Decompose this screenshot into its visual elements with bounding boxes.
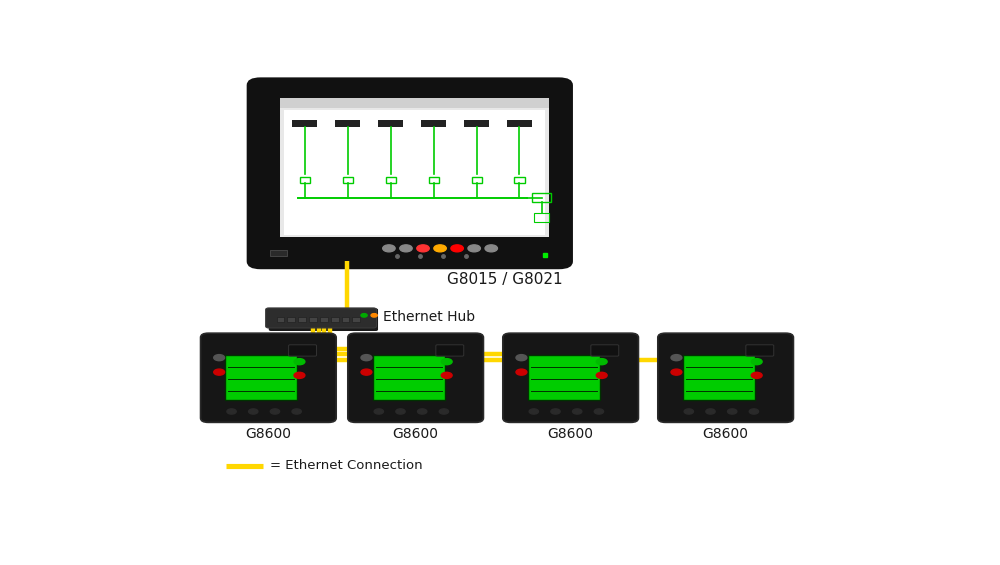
Circle shape (671, 355, 682, 360)
Circle shape (751, 359, 762, 365)
Circle shape (439, 409, 449, 414)
Circle shape (451, 245, 463, 252)
Circle shape (294, 359, 305, 365)
FancyBboxPatch shape (378, 120, 403, 127)
Circle shape (573, 409, 582, 414)
Bar (298, 317, 306, 322)
Circle shape (227, 409, 236, 414)
FancyBboxPatch shape (464, 120, 489, 127)
Bar (343, 177, 353, 183)
Circle shape (596, 359, 607, 365)
Bar (514, 177, 525, 183)
FancyBboxPatch shape (266, 308, 376, 328)
Circle shape (361, 369, 372, 375)
Circle shape (551, 409, 560, 414)
Circle shape (529, 409, 538, 414)
Circle shape (292, 409, 301, 414)
Circle shape (516, 369, 527, 375)
Bar (683, 355, 755, 401)
FancyBboxPatch shape (335, 120, 360, 127)
Bar (300, 177, 310, 183)
Text: G8015 / G8021: G8015 / G8021 (447, 272, 563, 287)
FancyBboxPatch shape (591, 345, 619, 356)
Bar (331, 317, 339, 322)
Circle shape (728, 409, 737, 414)
FancyBboxPatch shape (289, 345, 317, 356)
Circle shape (249, 409, 258, 414)
Circle shape (417, 245, 429, 252)
FancyBboxPatch shape (348, 333, 483, 423)
Circle shape (434, 245, 446, 252)
FancyBboxPatch shape (746, 345, 774, 356)
Circle shape (374, 409, 383, 414)
Circle shape (594, 409, 604, 414)
Bar (532, 193, 551, 202)
Text: G8600: G8600 (703, 427, 749, 441)
Circle shape (468, 245, 480, 252)
Bar (280, 98, 549, 237)
Circle shape (516, 355, 527, 360)
Circle shape (214, 355, 225, 360)
Circle shape (214, 369, 225, 375)
Circle shape (441, 372, 452, 379)
Text: G8600: G8600 (393, 427, 439, 441)
Bar (534, 213, 549, 221)
Text: Ethernet Hub: Ethernet Hub (383, 310, 475, 324)
FancyBboxPatch shape (247, 77, 573, 270)
Bar (342, 317, 349, 322)
Circle shape (596, 372, 607, 379)
Circle shape (361, 355, 372, 360)
FancyBboxPatch shape (201, 333, 336, 423)
FancyBboxPatch shape (503, 333, 638, 423)
Bar (277, 317, 284, 322)
Circle shape (294, 372, 305, 379)
Circle shape (270, 409, 280, 414)
Circle shape (706, 409, 715, 414)
Bar (528, 355, 600, 401)
Circle shape (671, 369, 682, 375)
Bar (287, 317, 295, 322)
Bar (225, 355, 297, 401)
FancyBboxPatch shape (292, 120, 317, 127)
FancyBboxPatch shape (421, 120, 446, 127)
Bar (309, 317, 317, 322)
Bar (352, 317, 360, 322)
FancyBboxPatch shape (658, 333, 793, 423)
Circle shape (400, 245, 412, 252)
Circle shape (383, 245, 395, 252)
Text: = Ethernet Connection: = Ethernet Connection (270, 459, 423, 472)
Circle shape (485, 245, 497, 252)
Circle shape (361, 314, 367, 317)
Text: G8600: G8600 (548, 427, 594, 441)
Circle shape (396, 409, 405, 414)
Circle shape (371, 314, 377, 317)
Text: G8600: G8600 (245, 427, 291, 441)
Bar (373, 355, 445, 401)
Bar (270, 250, 287, 256)
Bar (472, 177, 482, 183)
FancyBboxPatch shape (436, 345, 464, 356)
Bar (429, 177, 439, 183)
Bar (284, 110, 545, 235)
FancyBboxPatch shape (507, 120, 532, 127)
Bar (320, 317, 328, 322)
Circle shape (441, 359, 452, 365)
Circle shape (749, 409, 759, 414)
Circle shape (418, 409, 427, 414)
FancyBboxPatch shape (269, 308, 378, 331)
Bar (280, 98, 549, 108)
Circle shape (684, 409, 693, 414)
Circle shape (751, 372, 762, 379)
Bar (386, 177, 396, 183)
